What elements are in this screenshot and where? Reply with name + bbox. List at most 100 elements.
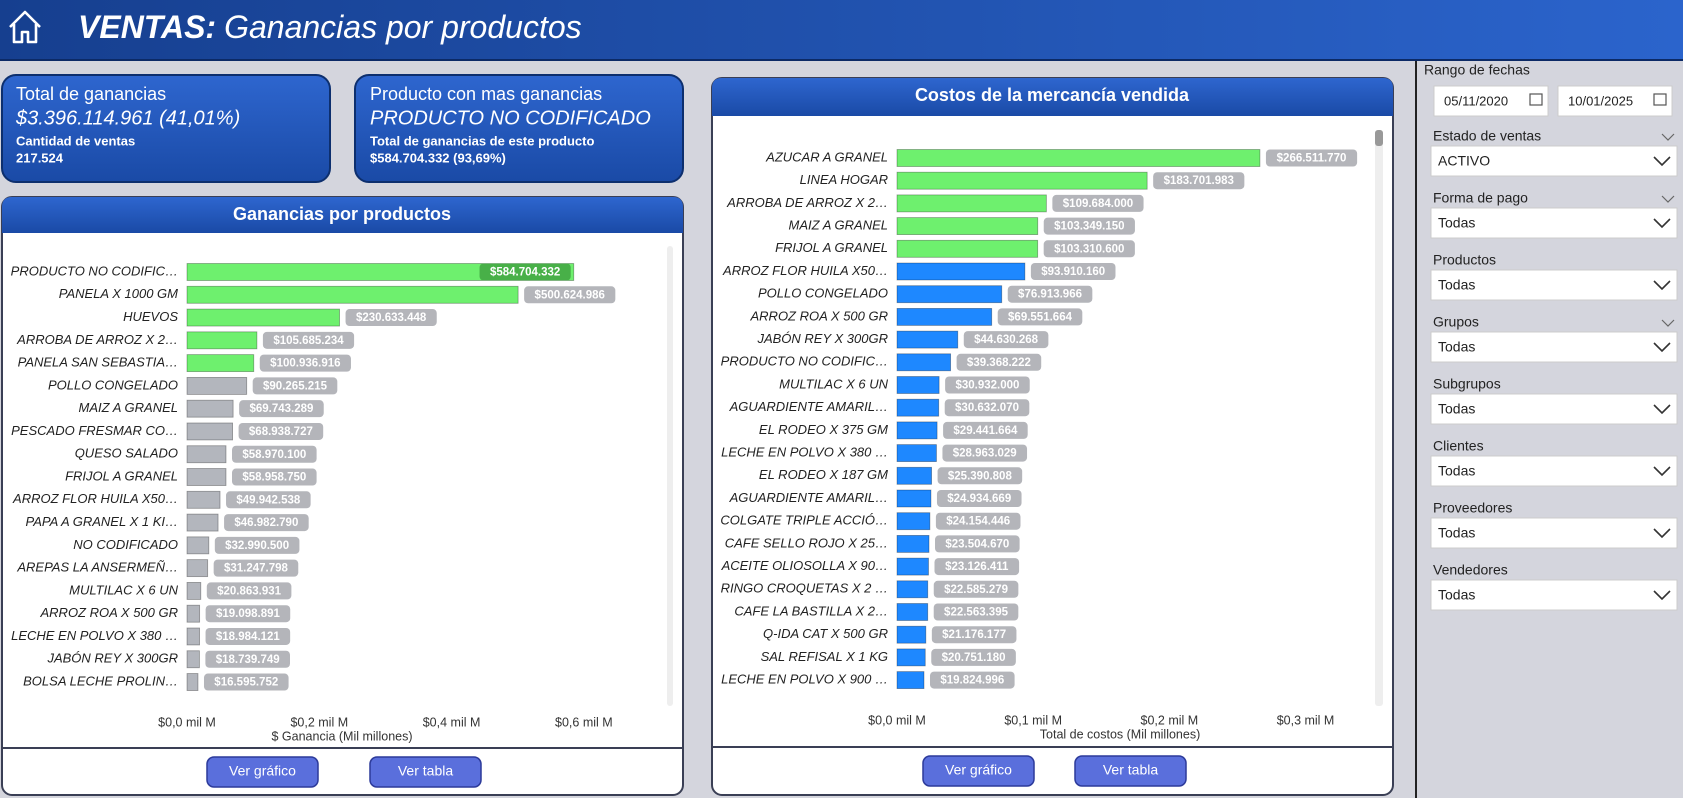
bar[interactable] [186,627,200,646]
dropdown-chevron[interactable] [1653,404,1671,415]
bar[interactable] [896,376,940,394]
scrollbar[interactable] [1375,130,1383,706]
bar[interactable] [896,217,1039,236]
bar[interactable] [186,399,234,418]
category-label: PRODUCTO NO CODIFIC… [11,263,178,278]
collapse-chevron[interactable] [1661,319,1675,327]
value-label-bg [213,559,299,577]
home-glyph[interactable] [9,10,41,44]
button[interactable] [1074,755,1187,787]
bar[interactable] [186,559,209,578]
date-value[interactable]: 10/01/2025 [1568,93,1633,108]
date-value[interactable]: 05/11/2020 [1444,93,1508,108]
bar[interactable] [186,513,219,532]
dropdown[interactable] [1430,269,1678,301]
category-label: SAL REFISAL X 1 KG [761,649,888,664]
bar[interactable] [186,604,201,623]
bar[interactable] [896,353,952,372]
date-input[interactable] [1557,85,1673,117]
bar[interactable] [896,535,930,553]
value-label: $24.934.669 [947,493,1011,505]
button-label[interactable]: Ver tabla [398,763,453,779]
bar[interactable] [186,285,519,304]
dropdown[interactable] [1430,517,1678,549]
button-label[interactable]: Ver gráfico [229,763,296,779]
dropdown-value[interactable]: Todas [1438,339,1475,355]
button[interactable] [206,756,319,788]
bar[interactable] [896,466,932,485]
dropdown-chevron[interactable] [1653,156,1671,167]
bar[interactable] [896,307,993,326]
dropdown[interactable] [1430,455,1678,487]
bar[interactable] [896,580,929,599]
dropdown-chevron[interactable] [1653,528,1671,539]
bar[interactable] [896,512,931,531]
dropdown-value[interactable]: Todas [1438,587,1475,603]
calendar-icon[interactable] [1653,93,1667,106]
bar[interactable] [896,603,929,621]
scrollbar[interactable] [667,246,673,706]
value-label: $28.963.029 [953,448,1017,460]
bar[interactable] [896,285,1003,304]
collapse-chevron[interactable] [1661,133,1675,141]
bar[interactable] [896,671,925,689]
bar[interactable] [896,557,929,576]
home-icon[interactable] [9,10,41,44]
value-label-bg [262,331,355,349]
dropdown-chevron[interactable] [1653,590,1671,601]
calendar-icon[interactable] [1529,93,1543,106]
dropdown-value[interactable]: Todas [1438,401,1475,417]
bar[interactable] [896,444,937,463]
bar[interactable] [896,489,932,508]
dropdown-chevron[interactable] [1653,218,1671,229]
bar[interactable] [186,422,233,441]
button[interactable] [369,756,482,788]
dropdown-chevron[interactable] [1653,342,1671,353]
date-input[interactable] [1433,85,1549,117]
bar[interactable] [896,194,1047,213]
bar[interactable] [186,263,575,281]
dropdown[interactable] [1430,207,1678,239]
bar[interactable] [186,536,210,555]
dropdown[interactable] [1430,145,1678,177]
bar[interactable] [896,625,927,644]
category-label: POLLO CONGELADO [758,286,888,301]
bar[interactable] [186,445,227,464]
bar[interactable] [896,171,1148,190]
button-label[interactable]: Ver gráfico [945,762,1012,778]
bar[interactable] [896,398,940,417]
bar[interactable] [896,648,926,667]
bar[interactable] [186,650,200,669]
bar[interactable] [896,262,1026,281]
dropdown-value[interactable]: Todas [1438,525,1475,541]
button[interactable] [922,755,1035,787]
dropdown-chevron[interactable] [1653,466,1671,477]
bar[interactable] [186,582,202,600]
bar[interactable] [186,490,221,509]
bar[interactable] [186,331,258,350]
value-label: $22.585.279 [944,584,1008,596]
dropdown-value[interactable]: ACTIVO [1438,153,1490,169]
button-label[interactable]: Ver tabla [1103,762,1158,778]
bar[interactable] [186,308,340,327]
collapse-chevron[interactable] [1661,195,1675,203]
bar[interactable] [186,376,248,395]
bar[interactable] [896,149,1261,167]
dropdown-value[interactable]: Todas [1438,463,1475,479]
bar[interactable] [896,330,959,349]
value-label: $44.630.268 [974,334,1039,346]
dropdown[interactable] [1430,331,1678,363]
dropdown[interactable] [1430,579,1678,611]
filter-label: Clientes [1433,438,1484,454]
dropdown[interactable] [1430,393,1678,425]
dropdown-value[interactable]: Todas [1438,215,1475,231]
bar[interactable] [186,468,227,486]
category-label: LECHE EN POLVO X 900 … [721,672,888,687]
dropdown-chevron[interactable] [1653,280,1671,291]
scrollbar-thumb[interactable] [1375,130,1383,146]
bar[interactable] [896,239,1039,258]
bar[interactable] [896,421,938,440]
bar[interactable] [186,673,199,691]
bar[interactable] [186,354,255,373]
dropdown-value[interactable]: Todas [1438,277,1475,293]
